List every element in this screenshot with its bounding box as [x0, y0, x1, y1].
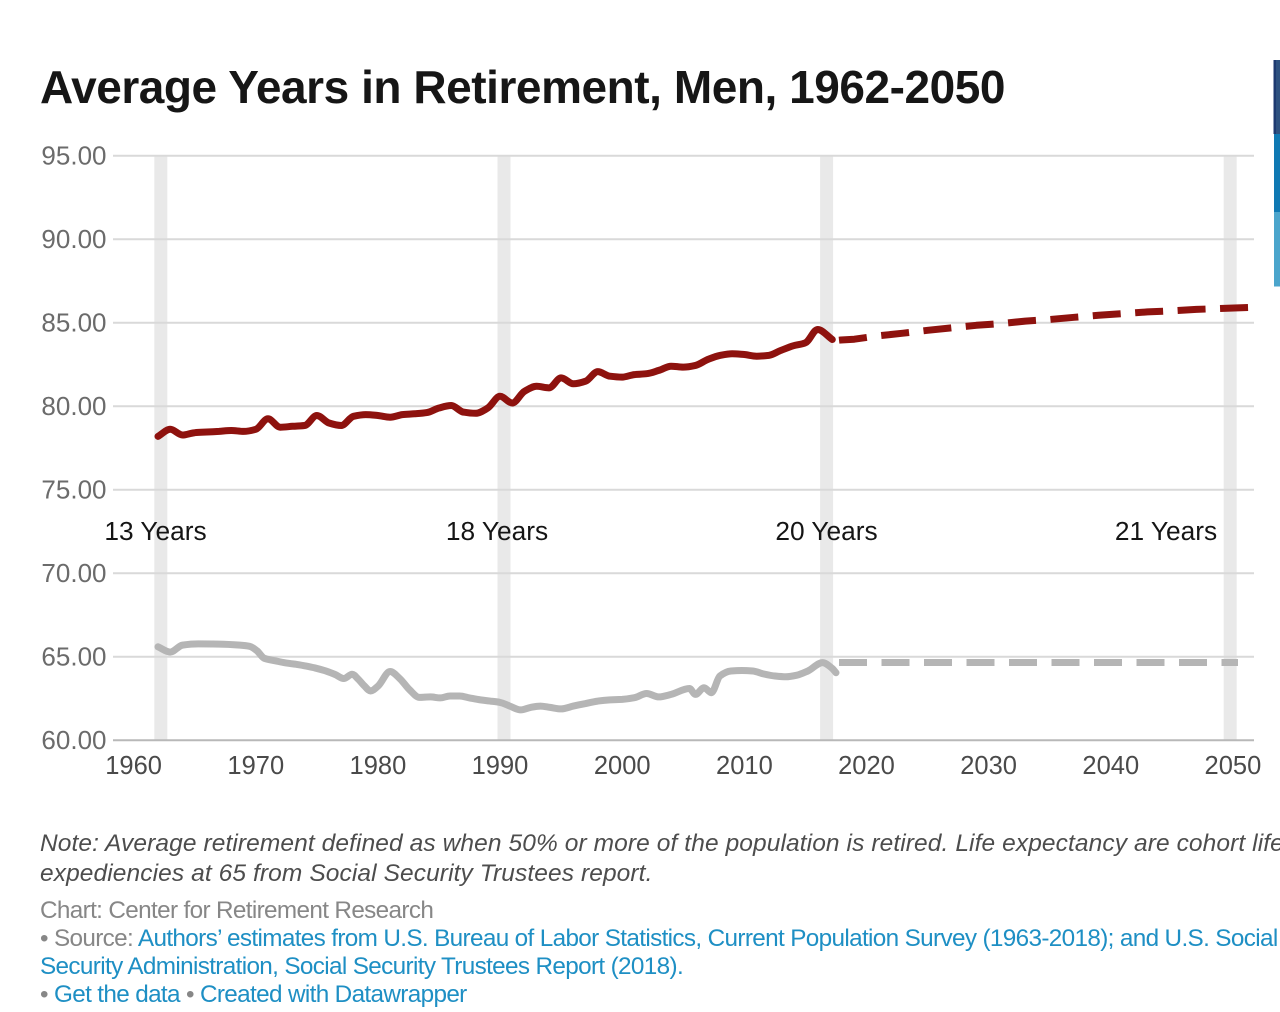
svg-text:13 Years: 13 Years	[104, 516, 206, 546]
svg-text:2040: 2040	[1082, 752, 1139, 780]
svg-text:2010: 2010	[716, 752, 773, 780]
svg-text:65.00: 65.00	[41, 641, 106, 671]
svg-text:1990: 1990	[472, 752, 529, 780]
svg-text:1960: 1960	[105, 752, 162, 780]
svg-text:2030: 2030	[960, 752, 1017, 780]
svg-text:70.00: 70.00	[41, 558, 106, 588]
svg-text:75.00: 75.00	[41, 474, 106, 504]
svg-text:21 Years: 21 Years	[1115, 516, 1217, 546]
svg-text:85.00: 85.00	[41, 307, 106, 337]
svg-text:2050: 2050	[1205, 752, 1262, 780]
svg-text:1980: 1980	[350, 752, 407, 780]
svg-text:80.00: 80.00	[41, 391, 106, 421]
svg-text:60.00: 60.00	[41, 725, 106, 755]
svg-text:90.00: 90.00	[41, 224, 106, 254]
svg-text:1970: 1970	[227, 752, 284, 780]
svg-text:20 Years: 20 Years	[775, 516, 877, 546]
svg-text:2000: 2000	[594, 752, 651, 780]
svg-text:2020: 2020	[838, 752, 895, 780]
svg-text:18 Years: 18 Years	[446, 516, 548, 546]
svg-text:95.00: 95.00	[41, 140, 106, 170]
